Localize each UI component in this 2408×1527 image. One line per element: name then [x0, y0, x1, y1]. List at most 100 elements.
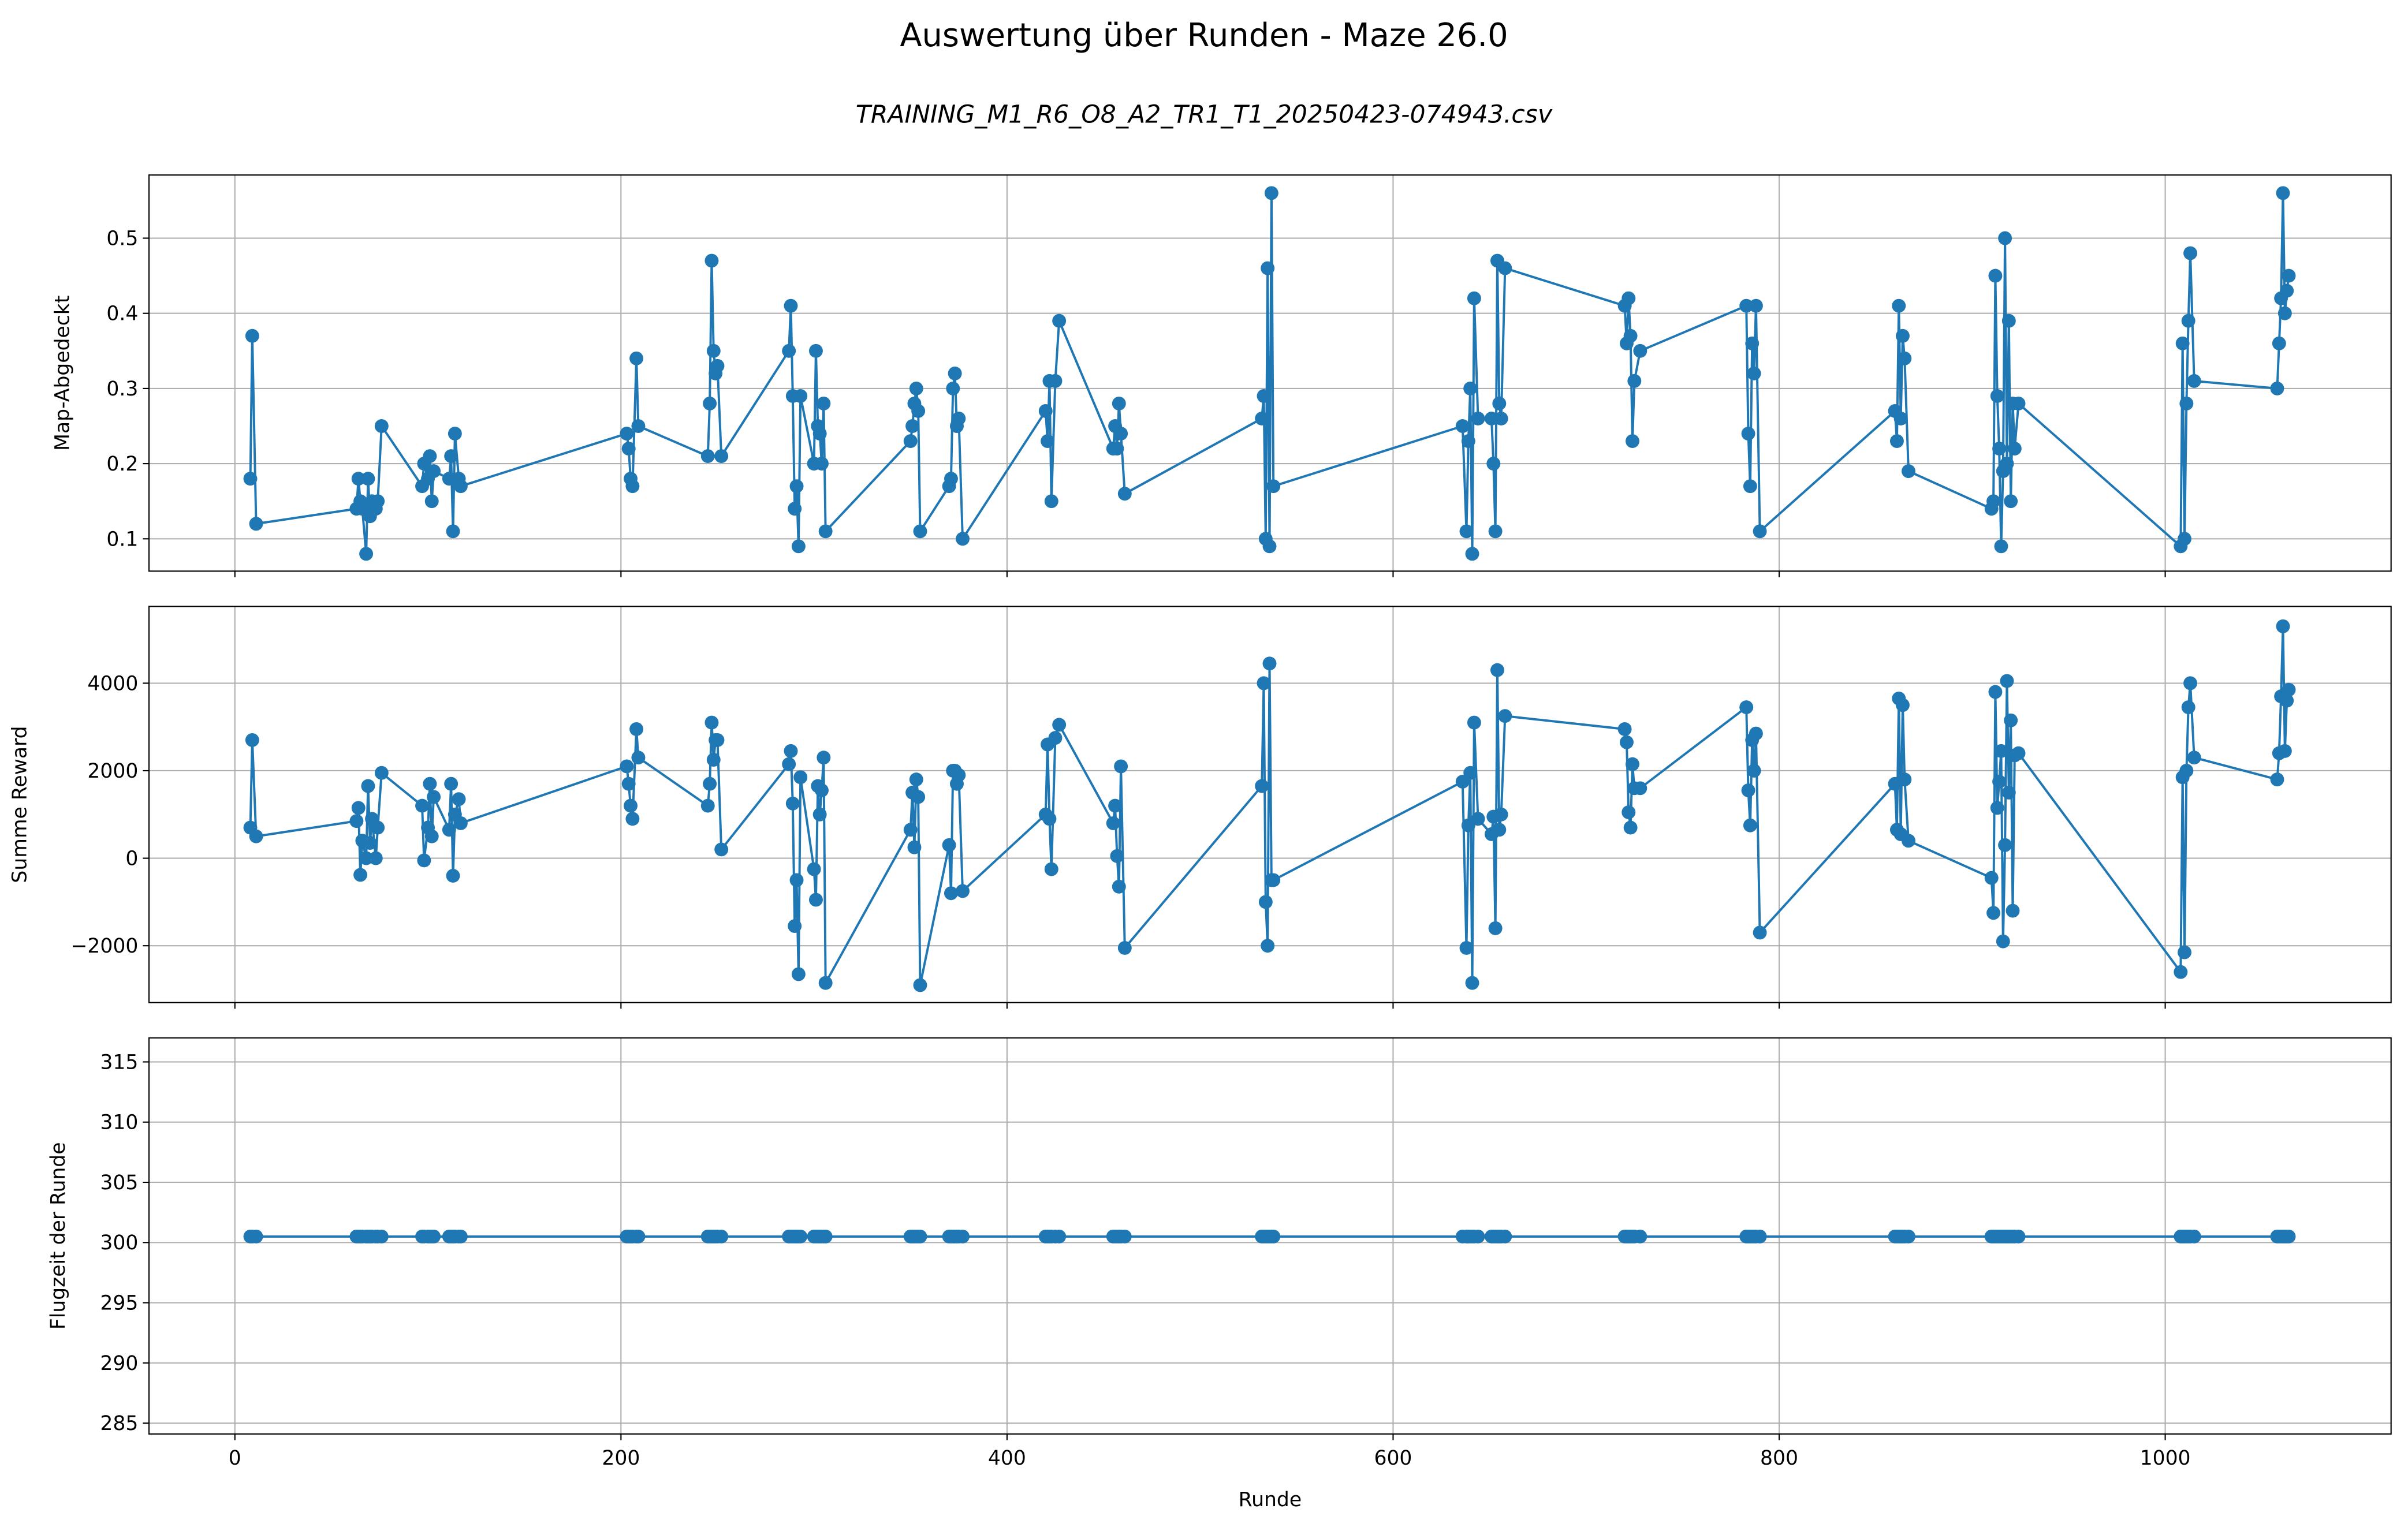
data-point [1745, 336, 1760, 350]
data-point [1893, 412, 1908, 425]
data-point [1739, 298, 1754, 313]
data-point [1262, 539, 1277, 554]
data-point [1994, 539, 2008, 554]
data-point [351, 472, 366, 486]
data-point [2011, 1229, 2026, 1244]
data-point [1996, 934, 2010, 949]
data-point [1617, 722, 1632, 736]
data-point [818, 976, 833, 990]
data-point [1633, 1229, 1647, 1244]
data-point [714, 449, 729, 464]
data-point [706, 344, 721, 358]
data-point [353, 868, 368, 882]
data-point [415, 798, 429, 813]
data-point [427, 1229, 441, 1244]
data-point [789, 873, 804, 887]
data-point [2174, 965, 2188, 979]
data-point [1461, 818, 1475, 832]
data-point [249, 517, 263, 531]
data-point [2178, 532, 2191, 546]
data-point [1498, 709, 1512, 723]
data-point [956, 532, 970, 546]
data-point [1892, 298, 1906, 313]
data-point [1044, 862, 1058, 876]
data-point [2179, 396, 2194, 410]
data-point [2280, 283, 2294, 298]
data-point [710, 733, 725, 747]
data-point [946, 381, 960, 395]
x-axis-label: Runde [1239, 1488, 1302, 1511]
data-point [1749, 726, 1763, 741]
data-point [1627, 374, 1642, 388]
data-point [700, 798, 715, 813]
y-tick-label: 310 [100, 1111, 138, 1134]
data-point [1895, 328, 1910, 343]
data-point [1622, 805, 1636, 819]
data-point [629, 351, 644, 365]
data-point [2282, 1229, 2296, 1244]
data-point [1492, 823, 1507, 837]
data-point [817, 396, 831, 410]
y-tick-label: 315 [100, 1051, 138, 1074]
data-point [1106, 816, 1120, 830]
data-point [907, 840, 922, 854]
data-point [2270, 381, 2284, 395]
data-point [815, 783, 829, 798]
data-point [1498, 261, 1512, 275]
data-point [1498, 1229, 1512, 1244]
data-point [1257, 676, 1271, 690]
data-point [620, 427, 634, 440]
data-point [442, 472, 456, 486]
data-point [1266, 873, 1281, 887]
data-point [624, 798, 638, 813]
data-point [243, 472, 258, 486]
data-point [1623, 820, 1638, 835]
data-point [1257, 389, 1271, 403]
data-point [1753, 1229, 1767, 1244]
data-point [1110, 442, 1124, 456]
x-tick-label: 200 [602, 1447, 640, 1470]
data-point [704, 715, 719, 730]
data-point [448, 427, 462, 440]
data-point [818, 1229, 833, 1244]
data-point [1743, 818, 1757, 832]
data-point [2272, 336, 2286, 350]
data-point [808, 344, 823, 358]
data-point [1902, 834, 1915, 848]
data-point [1488, 524, 1503, 539]
data-point [2280, 693, 2294, 708]
data-point [913, 1229, 927, 1244]
data-point [793, 1229, 808, 1244]
data-point [417, 853, 431, 868]
data-point [351, 801, 366, 815]
data-point [423, 449, 437, 464]
data-point [2001, 313, 2016, 328]
data-point [1739, 700, 1754, 715]
data-point [1488, 921, 1503, 935]
x-tick-label: 1000 [2140, 1447, 2191, 1470]
data-point [1992, 774, 2007, 789]
x-tick-label: 800 [1760, 1447, 1798, 1470]
data-point [2282, 682, 2296, 697]
data-point [2187, 751, 2201, 765]
data-point [363, 836, 377, 850]
data-point [903, 823, 918, 837]
data-point [942, 838, 956, 852]
data-point [359, 547, 374, 561]
data-point [629, 722, 644, 736]
data-point [424, 829, 439, 843]
data-point [1633, 781, 1647, 796]
y-tick-label: 2000 [87, 760, 138, 783]
data-point [789, 479, 804, 494]
data-point [2187, 374, 2201, 388]
y-tick-label: 0.2 [106, 453, 138, 476]
data-point [714, 842, 729, 857]
data-point [700, 449, 715, 464]
data-point [359, 851, 374, 865]
data-point [1741, 783, 1755, 798]
y-tick-label: 4000 [87, 672, 138, 695]
data-point [714, 1229, 729, 1244]
data-point [1898, 772, 1912, 787]
